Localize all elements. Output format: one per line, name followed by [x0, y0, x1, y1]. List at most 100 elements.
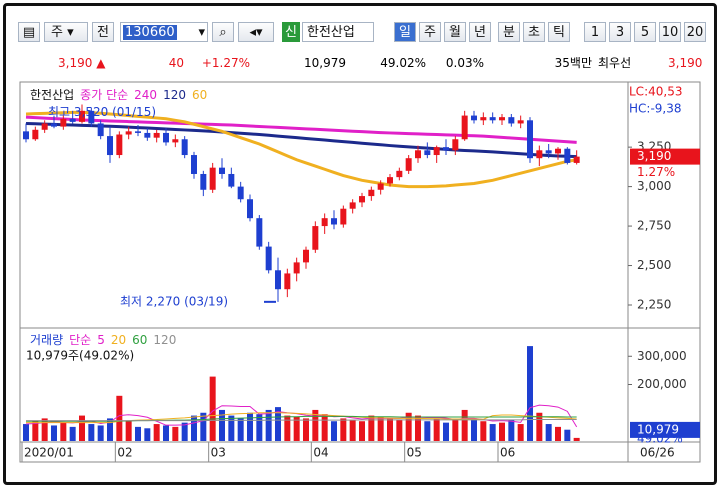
ma-line: [25, 110, 577, 189]
period-button[interactable]: 월: [444, 22, 466, 42]
legend-title: 종가 단순: [80, 88, 128, 102]
volume-bar: [219, 409, 225, 441]
candle-body: [573, 156, 580, 163]
candle-body: [489, 117, 496, 121]
volume-summary: 10,979주(49.02%): [26, 349, 134, 363]
mode-button[interactable]: 전: [92, 22, 114, 42]
volume-bar: [545, 424, 552, 441]
legend-entry: 240: [134, 88, 157, 102]
volume-bar: [452, 419, 459, 441]
candle-body: [69, 118, 76, 122]
volume-bar: [41, 418, 48, 441]
change: 40: [168, 56, 184, 70]
volume-bar: [527, 346, 533, 441]
x-tick-label: 2020/01: [24, 446, 74, 460]
price-value: 3,190: [58, 56, 93, 70]
candle-body: [163, 132, 169, 143]
volume-bar: [60, 422, 67, 441]
volume-bar: [536, 412, 543, 441]
candle-body: [107, 136, 113, 156]
ma-line: [25, 115, 577, 144]
candle-body: [359, 196, 365, 203]
period-button[interactable]: 1: [584, 22, 606, 42]
period-button[interactable]: 5: [634, 22, 656, 42]
candle-body: [545, 150, 552, 154]
volume-bar: [79, 415, 85, 441]
market: 주: [51, 25, 63, 40]
candle-body: [499, 117, 505, 121]
candle-body: [527, 120, 533, 159]
x-tick-label: 05: [407, 446, 422, 460]
y-tick-label: 2,500: [637, 258, 671, 272]
volume-bar: [443, 422, 449, 441]
sound-button[interactable]: ◂▾: [238, 22, 274, 42]
period-button[interactable]: 10: [659, 22, 681, 42]
period-button[interactable]: 분: [498, 22, 520, 42]
search-button[interactable]: ⌕: [212, 22, 234, 42]
candle-body: [41, 123, 48, 130]
max-annotation: 최고 3,520 (01/15): [48, 105, 156, 119]
volume-bar: [517, 424, 524, 441]
volume: 10,979: [304, 56, 346, 70]
volume-bar: [396, 419, 403, 441]
candle-body: [480, 117, 487, 121]
candle-body: [415, 150, 421, 159]
volume-bar: [489, 424, 496, 441]
volume-bar: [359, 421, 365, 441]
code: 130660: [123, 25, 177, 40]
candle-body: [79, 110, 85, 122]
volume-bar: [163, 425, 169, 441]
x-tick-label: 06: [500, 446, 515, 460]
period-button[interactable]: 주: [419, 22, 441, 42]
candle-body: [424, 150, 431, 156]
volume-bar: [480, 421, 487, 441]
period-button[interactable]: 초: [523, 22, 545, 42]
stock-name[interactable]: 한전산업: [302, 22, 374, 42]
period-button[interactable]: 틱: [548, 22, 570, 42]
legend-title: 거래량: [30, 333, 63, 347]
period-button[interactable]: 20: [684, 22, 706, 42]
candle-body: [200, 173, 207, 190]
legend-entry: 5: [97, 333, 105, 347]
volume-box-label: 10,979: [637, 422, 679, 436]
volume-bar: [415, 415, 421, 441]
amount: 35백만: [554, 56, 592, 70]
candle-body: [60, 118, 67, 127]
legend-entry: 120: [153, 333, 176, 347]
volume-bar: [312, 409, 319, 441]
market-select[interactable]: 주 ▾: [44, 22, 88, 42]
y-tick-label: 2,250: [637, 298, 671, 312]
volume-bar: [573, 437, 580, 441]
candle-body: [508, 117, 515, 124]
volume-bar: [69, 426, 76, 441]
volume-bar: [303, 418, 309, 441]
candle-body: [321, 218, 328, 227]
candle-body: [396, 170, 403, 178]
candle-body: [153, 132, 160, 138]
price-box: [630, 148, 700, 165]
candle-body: [237, 186, 244, 200]
volume-bar: [387, 418, 393, 441]
code-input[interactable]: 130660 ▾: [120, 22, 208, 42]
y-tick-label: 3,000: [637, 179, 671, 193]
candle-body: [88, 110, 95, 124]
candle-body: [144, 132, 151, 138]
candle-body: [275, 270, 281, 290]
candle-body: [536, 150, 543, 159]
candle-body: [293, 262, 300, 274]
candle-body: [172, 139, 179, 143]
chart-frame: [19, 81, 701, 463]
hc-indicator: HC:-9,38: [629, 102, 682, 116]
volume-bar: [125, 421, 132, 441]
period-button[interactable]: 3: [609, 22, 631, 42]
period-button[interactable]: 일: [394, 22, 416, 42]
lc-indicator: LC:40,53: [629, 85, 682, 99]
menu-icon[interactable]: ▤: [18, 22, 40, 42]
period-button[interactable]: 년: [469, 22, 491, 42]
volume-bar: [275, 407, 281, 441]
legend-entry: 60: [192, 88, 207, 102]
volume-bar: [135, 426, 141, 441]
candle-body: [387, 177, 393, 184]
candle-body: [368, 189, 375, 197]
volume-ratio: 49.02%: [637, 431, 683, 445]
